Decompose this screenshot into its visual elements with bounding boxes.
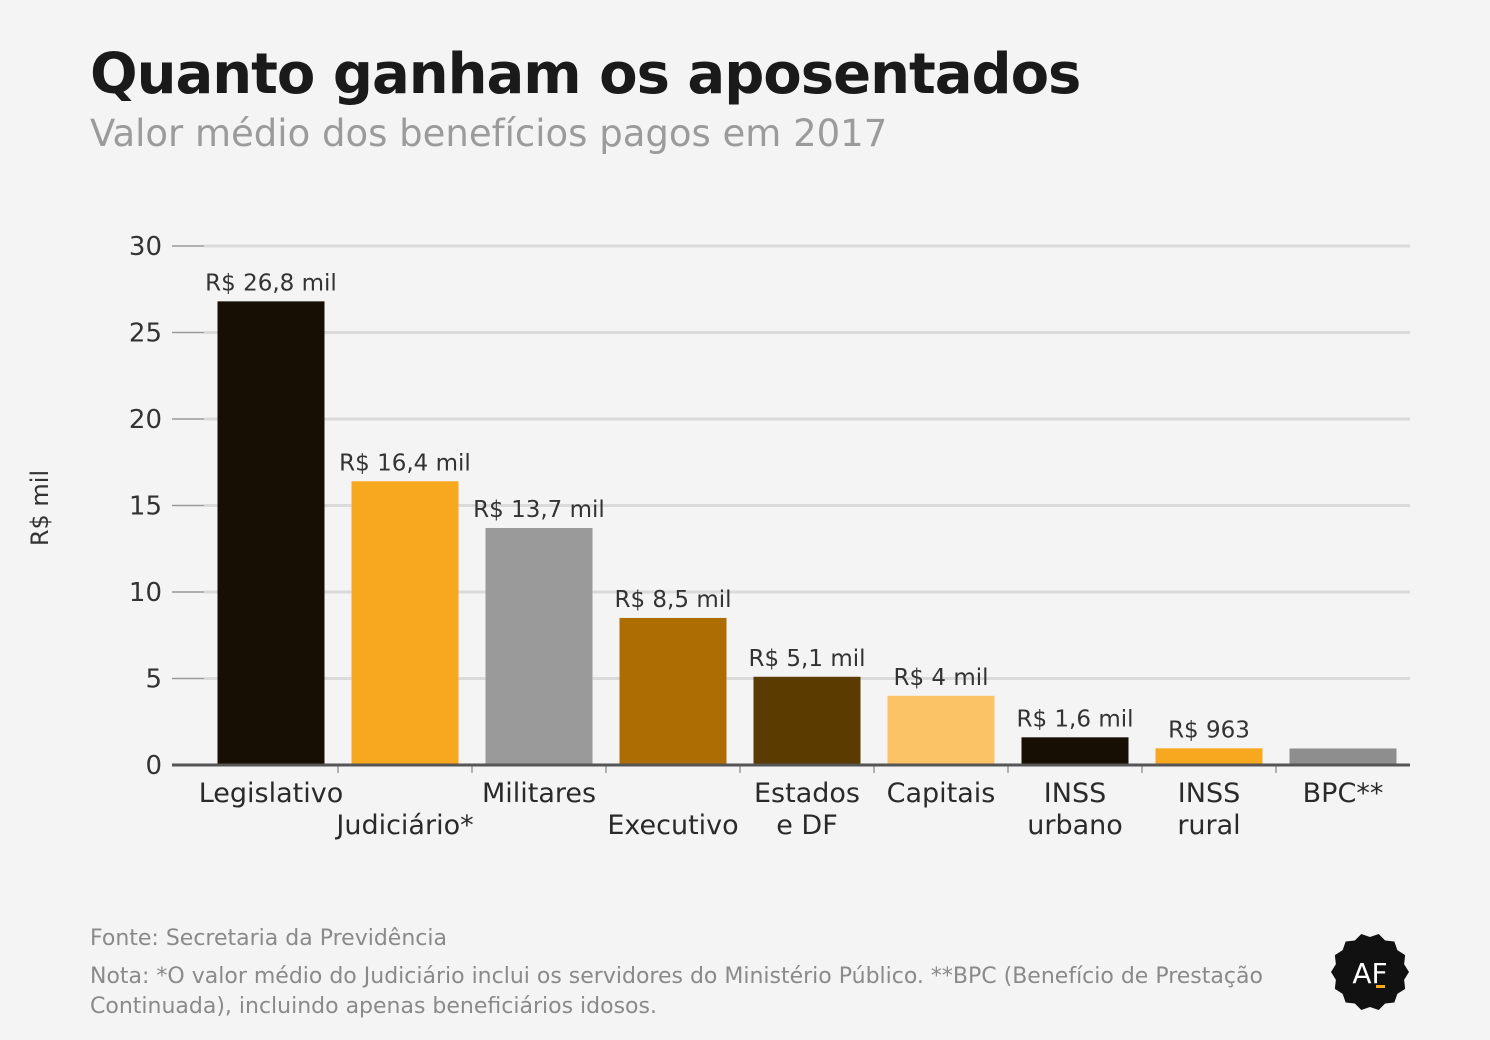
x-tick-label: Executivo	[607, 810, 738, 841]
bar	[351, 481, 459, 765]
data-label: R$ 5,1 mil	[749, 646, 866, 672]
data-label: R$ 963	[1168, 717, 1250, 743]
data-label: R$ 1,6 mil	[1017, 706, 1134, 732]
source-note: Fonte: Secretaria da Previdência	[90, 926, 447, 951]
bar	[1021, 737, 1129, 765]
bar	[217, 301, 325, 765]
x-tick-label: Judiciário*	[334, 810, 473, 841]
logo-badge-shape	[1331, 933, 1409, 1011]
x-axis-ticks	[172, 763, 1410, 773]
x-tick-label: Capitais	[887, 778, 996, 809]
y-tick-label: 5	[145, 665, 162, 695]
x-tick-label: Estados	[754, 778, 860, 809]
bar	[753, 676, 861, 765]
y-tick-label: 25	[129, 319, 162, 349]
y-tick-label: 20	[129, 405, 162, 435]
af-logo-icon: AF	[1331, 933, 1409, 1011]
data-label: R$ 4 mil	[893, 665, 988, 691]
bar	[1155, 748, 1263, 765]
y-tick-label: 30	[129, 232, 162, 262]
y-axis-ticks: 0 5 10 15 20 25 30	[129, 232, 204, 781]
data-label: R$ 13,7 mil	[473, 497, 605, 523]
data-label: R$ 8,5 mil	[615, 587, 732, 613]
x-tick-label: rural	[1177, 810, 1240, 841]
bars	[217, 301, 1397, 765]
x-tick-label: INSS	[1044, 778, 1106, 809]
y-axis-label: R$ mil	[26, 470, 54, 546]
data-label: R$ 26,8 mil	[205, 270, 337, 296]
bar	[887, 695, 995, 765]
chart-title: Quanto ganham os aposentados	[90, 42, 1081, 107]
data-label: R$ 16,4 mil	[339, 450, 471, 476]
y-tick-label: 0	[145, 751, 162, 781]
footnote: Nota: *O valor médio do Judiciário inclu…	[90, 964, 1263, 1019]
logo-text: AF	[1352, 957, 1387, 990]
x-tick-label: INSS	[1178, 778, 1240, 809]
x-tick-label: Legislativo	[199, 778, 344, 809]
x-tick-label: Militares	[482, 778, 596, 809]
chart-subtitle: Valor médio dos benefícios pagos em 2017	[90, 112, 888, 155]
logo-accent-mark	[1376, 985, 1385, 988]
bar	[485, 527, 593, 765]
y-tick-label: 10	[129, 578, 162, 608]
x-tick-label: BPC**	[1303, 778, 1384, 809]
bar	[619, 617, 727, 765]
x-tick-label: e DF	[776, 810, 838, 841]
x-tick-label: urbano	[1027, 810, 1123, 841]
bar	[1289, 748, 1397, 765]
y-tick-label: 15	[129, 492, 162, 522]
